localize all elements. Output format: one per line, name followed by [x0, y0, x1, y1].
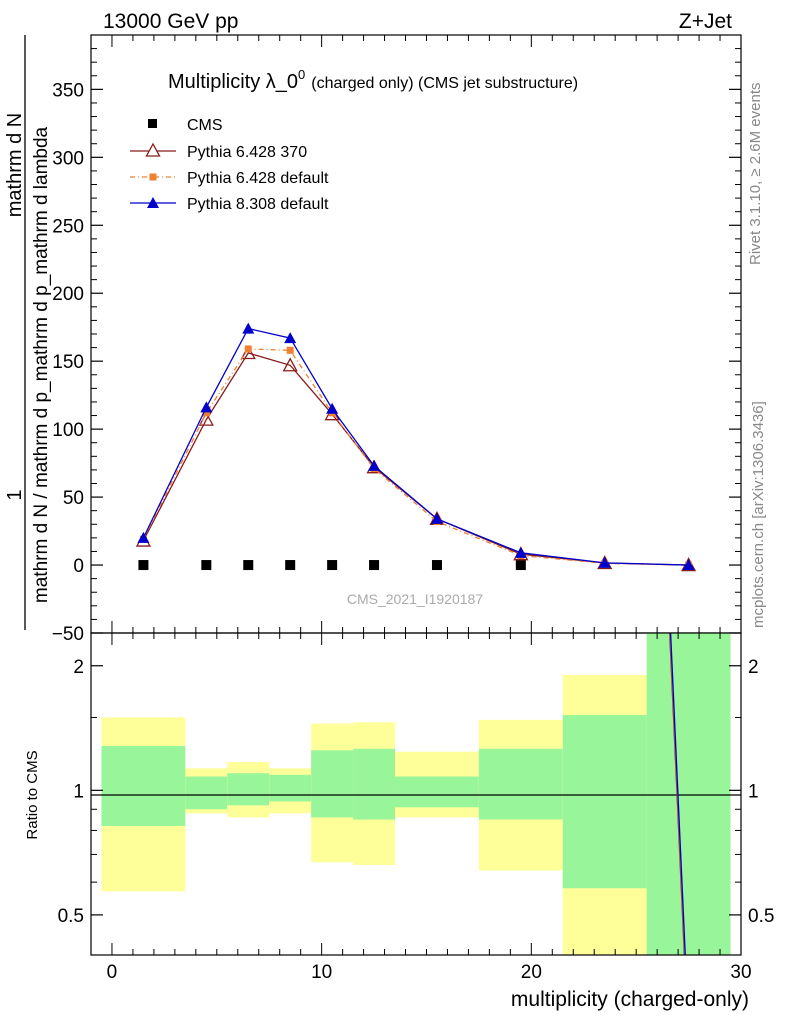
ratio-y-tick-label-left: 1 — [73, 781, 84, 802]
plot-title-sup: 0 — [298, 67, 305, 82]
data-point — [243, 560, 254, 571]
legend-p6-default-marker — [149, 173, 157, 181]
data-point — [682, 559, 695, 571]
main-y-tick-label: 250 — [52, 216, 84, 237]
ratio-y-tick-label-left: 0.5 — [58, 906, 84, 927]
ratio-y-tick-label-right: 2 — [748, 657, 759, 678]
main-y-ticks: −50 0 50 100 150 200 250 300 350 — [52, 34, 742, 645]
ratio-y-tick-label-right: 0.5 — [748, 906, 774, 927]
data-point — [201, 560, 212, 571]
data-point — [369, 560, 380, 571]
data-point — [368, 459, 381, 471]
main-series — [135, 322, 697, 572]
header-process: Z+Jet — [679, 10, 732, 33]
main-y-tick-label: 350 — [52, 80, 84, 101]
data-point — [598, 556, 611, 568]
plot-title: Multiplicity λ_00 (charged only) (CMS jet… — [168, 67, 578, 93]
x-tick-label: 10 — [311, 962, 332, 983]
x-tick-label: 30 — [730, 962, 751, 983]
series-pythia-8-308-default — [137, 322, 695, 571]
y-label-numerator: 1 — [4, 489, 26, 500]
main-y-tick-label: −50 — [52, 624, 84, 645]
ratio-inner-band — [646, 633, 731, 955]
ratio-y-axis-label: Ratio to CMS — [24, 750, 41, 839]
plot-title-main: Multiplicity λ_0 — [168, 71, 298, 93]
data-point — [138, 560, 149, 571]
data-point — [200, 401, 213, 413]
main-y-tick-label: 150 — [52, 352, 84, 373]
data-point — [244, 345, 252, 353]
data-point — [242, 322, 255, 334]
main-y-tick-label: 200 — [52, 284, 84, 305]
ratio-series-lines — [669, 632, 686, 956]
x-axis-label: multiplicity (charged-only) — [511, 988, 749, 1011]
data-point — [515, 560, 526, 571]
rivet-label: Rivet 3.1.10, ≥ 2.6M events — [747, 83, 764, 266]
main-y-tick-label: 100 — [52, 420, 84, 441]
ratio-inner-band — [311, 750, 354, 818]
ratio-y-tick-label-right: 1 — [748, 781, 759, 802]
legend-p6-370-label: Pythia 6.428 370 — [187, 144, 307, 161]
plot-title-suffix: (charged only) (CMS jet substructure) — [311, 75, 578, 92]
legend-cms-marker — [148, 119, 157, 128]
ratio-axis-ticks: 0.5 0.51 12 20 10 20 30 — [58, 633, 774, 983]
data-point — [137, 531, 150, 543]
ratio-inner-band — [185, 776, 228, 810]
data-point — [430, 512, 443, 524]
ratio-line-pythia-8-308-default — [669, 632, 686, 956]
ratio-inner-band — [562, 715, 647, 889]
legend-p6-default-label: Pythia 6.428 default — [187, 170, 329, 187]
ratio-inner-band — [227, 773, 270, 806]
ratio-inner-band — [478, 748, 563, 820]
data-point — [327, 560, 338, 571]
data-point — [202, 409, 210, 417]
data-point — [286, 346, 294, 354]
series-cms — [138, 560, 526, 571]
legend-p6-370-marker — [145, 142, 161, 157]
header-energy: 13000 GeV pp — [103, 10, 238, 33]
series-line — [142, 348, 689, 566]
mcplots-label: mcplots.cern.ch [arXiv:1306.3436] — [750, 401, 767, 628]
data-point — [240, 345, 256, 360]
ratio-inner-band — [395, 776, 479, 808]
y-label-denominator: mathrm d N / mathrm d p_mathrm d p_mathr… — [31, 126, 52, 603]
main-y-tick-label: 50 — [63, 488, 84, 509]
ratio-uncertainty-bands — [101, 633, 731, 955]
series-line — [142, 352, 689, 566]
data-point — [282, 357, 298, 372]
x-tick-label: 0 — [107, 962, 118, 983]
data-point — [285, 560, 296, 571]
data-point — [284, 332, 297, 344]
legend-p8-default-marker — [147, 197, 159, 208]
main-y-tick-label: 0 — [73, 556, 84, 577]
legend-p8-default-label: Pythia 8.308 default — [187, 196, 329, 213]
series-pythia-6-428-default — [139, 345, 693, 569]
data-point — [326, 402, 339, 414]
main-y-tick-label: 300 — [52, 148, 84, 169]
ratio-inner-band — [101, 745, 186, 826]
legend: CMS Pythia 6.428 370 Pythia 6.428 defaul… — [130, 117, 329, 213]
main-plot-panel: −50 0 50 100 150 200 250 300 350 CMS_2021_I19201… — [4, 34, 742, 645]
ratio-plot-frame — [90, 632, 742, 956]
data-point — [431, 560, 442, 571]
ratio-inner-band — [269, 774, 312, 802]
x-tick-label: 20 — [521, 962, 542, 983]
analysis-watermark: CMS_2021_I1920187 — [347, 591, 483, 607]
main-y-axis-label: 1 mathrm d N / mathrm d p_mathrm d p_mat… — [4, 35, 52, 630]
data-point — [514, 546, 527, 558]
ratio-plot-panel: 0.5 0.51 12 20 10 20 30 Ratio to CMS multiplic… — [24, 632, 774, 1011]
legend-cms-label: CMS — [187, 117, 223, 134]
ratio-y-tick-label-left: 2 — [73, 657, 84, 678]
y-label-top: mathrm d N — [4, 113, 26, 217]
series-line — [142, 327, 689, 566]
ratio-inner-band — [353, 748, 396, 820]
